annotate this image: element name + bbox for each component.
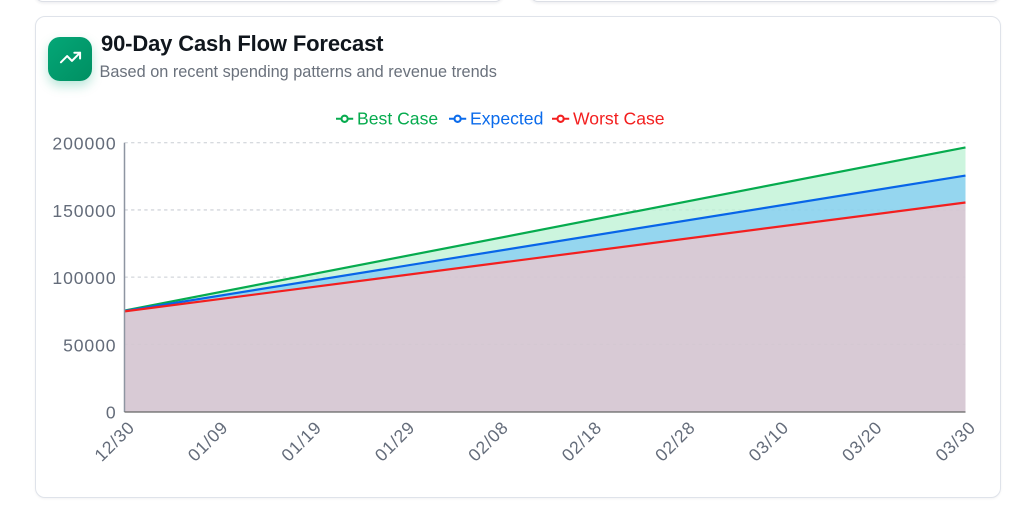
svg-text:100000: 100000 xyxy=(52,268,116,288)
svg-text:150000: 150000 xyxy=(52,201,116,221)
svg-text:Best Case: Best Case xyxy=(357,109,438,129)
svg-text:200000: 200000 xyxy=(52,134,116,154)
svg-text:12/30: 12/30 xyxy=(90,417,138,465)
svg-text:01/19: 01/19 xyxy=(277,417,325,465)
svg-text:03/10: 03/10 xyxy=(745,417,793,465)
svg-text:02/28: 02/28 xyxy=(651,417,699,465)
svg-text:03/30: 03/30 xyxy=(931,417,979,465)
svg-text:01/29: 01/29 xyxy=(371,417,419,465)
svg-text:02/18: 02/18 xyxy=(558,417,606,465)
svg-text:02/08: 02/08 xyxy=(464,417,512,465)
svg-text:03/20: 03/20 xyxy=(838,417,886,465)
svg-text:50000: 50000 xyxy=(63,335,116,355)
svg-text:Expected: Expected xyxy=(470,109,543,129)
svg-text:Worst Case: Worst Case xyxy=(573,109,665,129)
svg-text:01/09: 01/09 xyxy=(184,417,232,465)
svg-text:0: 0 xyxy=(106,402,117,422)
